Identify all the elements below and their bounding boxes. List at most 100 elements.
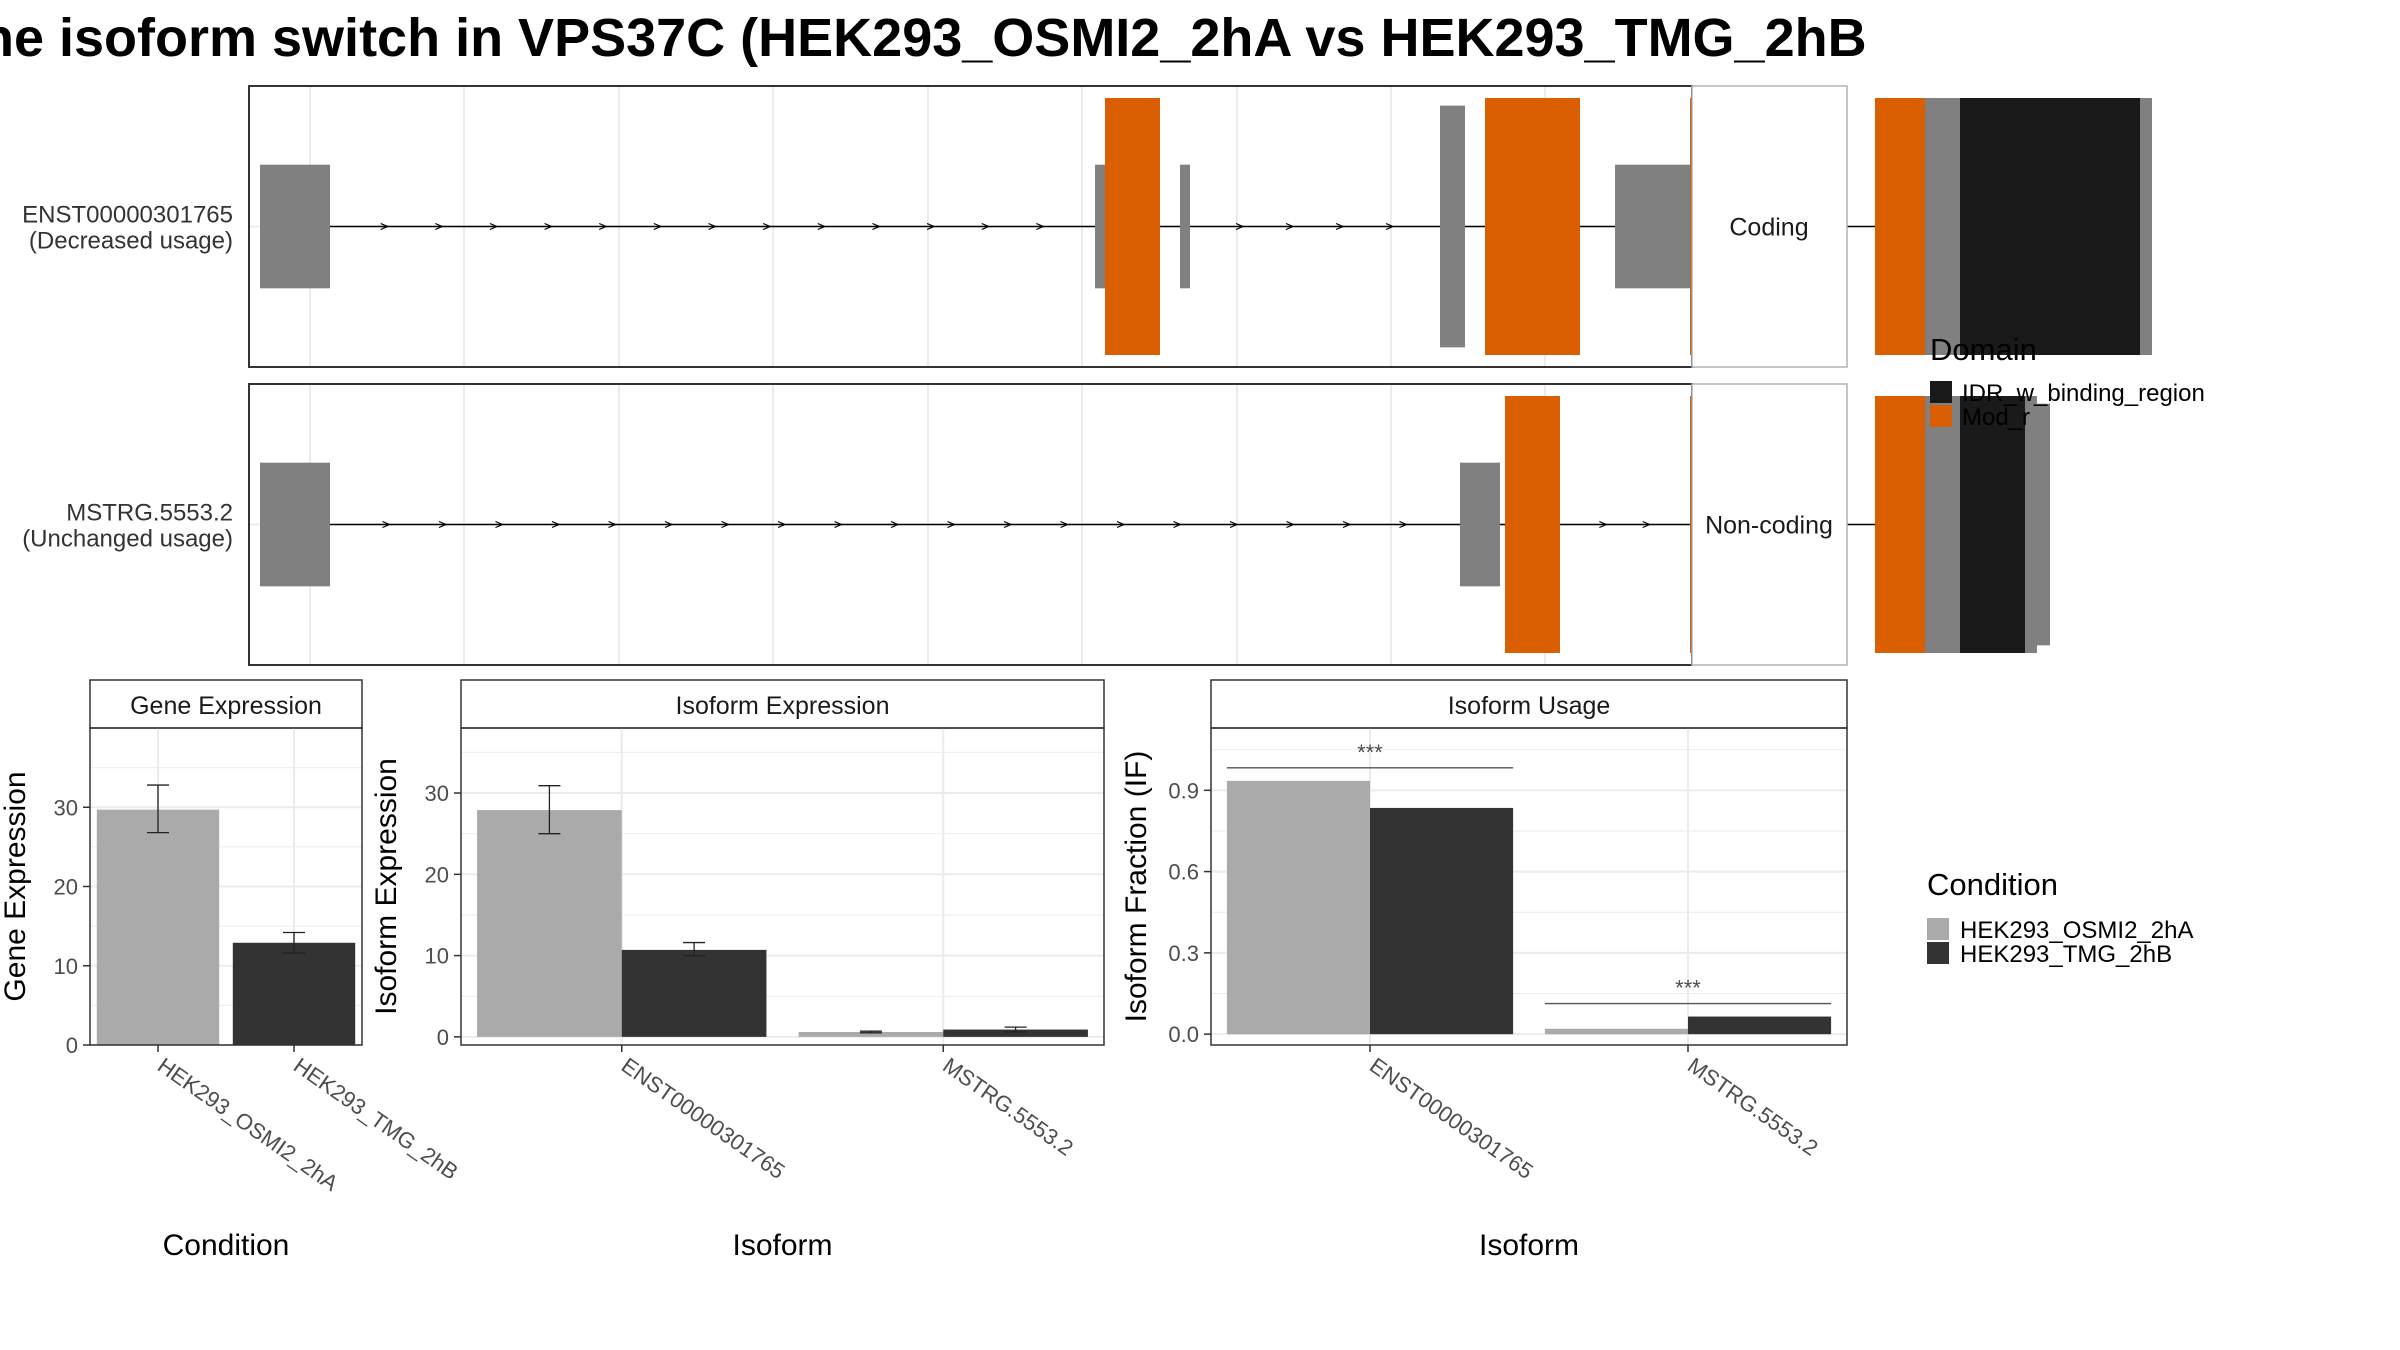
intron-arrow bbox=[544, 222, 554, 231]
intron-arrow bbox=[777, 520, 787, 529]
coding-strip-label: Non-coding bbox=[1705, 512, 1833, 540]
panel-strip-title: Isoform Usage bbox=[1448, 692, 1611, 720]
coding-exon bbox=[1925, 98, 1960, 355]
coding-exon bbox=[1925, 396, 1960, 653]
condition-legend-label-a: HEK293_OSMI2_2hA bbox=[1960, 917, 2193, 944]
utr-exon bbox=[260, 164, 330, 289]
x-axis-title: Isoform bbox=[1479, 1229, 1579, 1262]
intron-arrow bbox=[664, 520, 674, 529]
domain-legend-label-idr: IDR_w_binding_region bbox=[1962, 380, 2205, 407]
panel-border bbox=[1210, 727, 1848, 1046]
transcript-panel-0: Coding ENST00000301765(Decreased usage) bbox=[22, 85, 2152, 368]
intron-arrow bbox=[926, 222, 936, 231]
intron-arrow bbox=[817, 222, 827, 231]
intron-arrow bbox=[1642, 520, 1652, 529]
mod-r-domain bbox=[1875, 396, 1925, 653]
panel-strip-title: Isoform Expression bbox=[676, 692, 890, 720]
condition-legend-title: Condition bbox=[1927, 867, 2058, 902]
x-axis-title: Isoform bbox=[732, 1229, 832, 1262]
bar bbox=[798, 1031, 944, 1037]
intron-arrow bbox=[872, 222, 881, 231]
transcript-usage-label: (Decreased usage) bbox=[29, 228, 233, 255]
utr-exon bbox=[1180, 164, 1190, 289]
intron-arrow bbox=[1599, 520, 1608, 529]
intron-arrow bbox=[1003, 520, 1013, 529]
panel-strip bbox=[89, 679, 363, 729]
y-tick-label: 0 bbox=[66, 1033, 78, 1058]
panel-border bbox=[460, 727, 1105, 1046]
bar bbox=[943, 1029, 1088, 1037]
transcript-usage-label: (Unchanged usage) bbox=[22, 526, 233, 553]
bar bbox=[477, 810, 622, 1037]
intron-arrow bbox=[1286, 520, 1296, 529]
intron-arrow bbox=[598, 222, 608, 231]
x-tick-label: MSTRG.5553.2 bbox=[1683, 1053, 1823, 1161]
intron-arrow bbox=[380, 222, 390, 231]
x-axis-title: Condition bbox=[163, 1229, 290, 1262]
mod-r-domain bbox=[1505, 396, 1560, 653]
intron-arrow bbox=[435, 222, 444, 231]
bar bbox=[1370, 807, 1514, 1035]
bar bbox=[1688, 1016, 1832, 1035]
intron-arrow bbox=[708, 222, 718, 231]
intron-arrow bbox=[438, 520, 448, 529]
mod-r-domain bbox=[1875, 98, 1925, 355]
transcript-panel-1: Non-coding MSTRG.5553.2(Unchanged usage) bbox=[22, 383, 2050, 666]
x-tick-label: MSTRG.5553.2 bbox=[938, 1053, 1078, 1161]
intron-arrow bbox=[1116, 520, 1126, 529]
domain-legend-label-mod-r: Mod_r bbox=[1962, 404, 2030, 431]
coding-strip-label: Coding bbox=[1729, 214, 1808, 242]
panel-strip-title: Gene Expression bbox=[130, 692, 322, 720]
intron-arrow bbox=[495, 520, 505, 529]
domain-legend-title: Domain bbox=[1930, 332, 2037, 367]
y-tick-label: 0.9 bbox=[1168, 778, 1199, 803]
coding-exon bbox=[2025, 396, 2037, 653]
intron-arrow bbox=[1399, 520, 1409, 529]
y-tick-label: 30 bbox=[425, 781, 449, 806]
coding-strip bbox=[1691, 85, 1848, 368]
intron-arrow bbox=[834, 520, 844, 529]
y-tick-label: 20 bbox=[425, 862, 449, 887]
condition-legend-label-b: HEK293_TMG_2hB bbox=[1960, 941, 2172, 968]
utr-exon bbox=[1460, 462, 1500, 587]
bar bbox=[232, 942, 356, 1045]
bar bbox=[621, 949, 767, 1037]
intron-arrow bbox=[1173, 520, 1183, 529]
bar bbox=[1226, 780, 1370, 1035]
utr-exon bbox=[1440, 105, 1465, 348]
transcript-id-label: MSTRG.5553.2 bbox=[66, 500, 233, 527]
domain-legend-key-idr bbox=[1930, 381, 1952, 403]
y-axis-title: Isoform Expression bbox=[370, 758, 403, 1015]
utr-exon bbox=[260, 462, 330, 587]
mod-r-domain bbox=[1105, 98, 1160, 355]
intron-arrow bbox=[551, 520, 561, 529]
mod-r-domain bbox=[1485, 98, 1580, 355]
x-tick-label: ENST00000301765 bbox=[617, 1053, 790, 1184]
bar-panel-1: Isoform Expression 0 10 20 30 ENST00000301765… bbox=[370, 679, 1105, 1262]
intron-arrow bbox=[1285, 222, 1295, 231]
transcript-id-label: ENST00000301765 bbox=[22, 202, 233, 229]
significance-label: *** bbox=[1675, 976, 1701, 1001]
condition-legend: Condition HEK293_OSMI2_2hA HEK293_TMG_2h… bbox=[1927, 867, 2193, 968]
coding-exon bbox=[2140, 98, 2152, 355]
intron-arrow bbox=[1342, 520, 1352, 529]
bar bbox=[1544, 1028, 1688, 1035]
intron-arrow bbox=[1335, 222, 1345, 231]
domain-legend-key-mod-r bbox=[1930, 405, 1952, 427]
intron-arrow bbox=[890, 520, 900, 529]
intron-arrow bbox=[1036, 222, 1045, 231]
coding-strip bbox=[1691, 383, 1848, 666]
intron-arrow bbox=[382, 520, 392, 529]
expression-bar-panels: Gene Expression0102030HEK293_OSMI2_2hAHE… bbox=[0, 679, 1848, 1262]
intron-arrow bbox=[1385, 222, 1395, 231]
y-axis-title: Isoform Fraction (IF) bbox=[1120, 751, 1153, 1023]
y-tick-label: 0 bbox=[437, 1025, 449, 1050]
y-tick-label: 10 bbox=[425, 944, 449, 969]
intron-arrow bbox=[608, 520, 618, 529]
intron-arrow bbox=[1235, 222, 1245, 231]
y-tick-label: 20 bbox=[54, 875, 78, 900]
condition-legend-key-a bbox=[1927, 918, 1949, 940]
panel-strip bbox=[460, 679, 1105, 729]
bar-panel-2: Isoform Usage *** *** 0.0 0.3 0.6 0.9 ENST00000… bbox=[1120, 679, 1848, 1262]
intron-arrow bbox=[762, 222, 772, 231]
